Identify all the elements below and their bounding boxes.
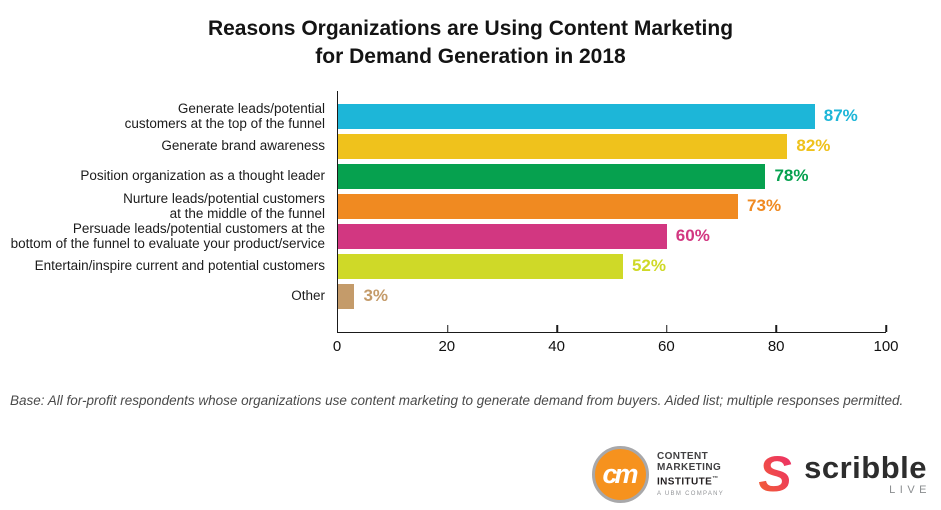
bar-row: Other 3% bbox=[0, 281, 941, 311]
cmi-text-line3: INSTITUTE™ bbox=[656, 475, 719, 487]
cmi-trademark: ™ bbox=[712, 475, 719, 482]
x-tick bbox=[666, 325, 668, 332]
cmi-logo: cm CONTENT MARKETING INSTITUTE™ A UBM CO… bbox=[591, 445, 724, 503]
x-axis-cell bbox=[337, 311, 887, 333]
scribblelive-logo: S scribble LIVE bbox=[748, 448, 927, 500]
value-label: 87% bbox=[823, 106, 858, 125]
value-label: 3% bbox=[363, 286, 389, 305]
category-label: Nurture leads/potential customers at the… bbox=[123, 190, 325, 222]
bar bbox=[338, 103, 815, 129]
bar-row: Persuade leads/potential customers at th… bbox=[0, 221, 941, 251]
bar-cell: 73% bbox=[337, 191, 886, 221]
scribble-logo-text: scribble LIVE bbox=[804, 449, 927, 496]
bar-row: Position organization as a thought leade… bbox=[0, 161, 941, 191]
value-label: 73% bbox=[747, 196, 782, 215]
chart-title-line2: for Demand Generation in 2018 bbox=[315, 45, 626, 68]
x-tick bbox=[446, 325, 449, 332]
base-footnote: Base: All for-profit respondents whose o… bbox=[10, 393, 904, 408]
bar-row: Nurture leads/potential customers at the… bbox=[0, 191, 941, 221]
plot-top-spacer bbox=[0, 91, 941, 101]
cmi-text-line1: CONTENT bbox=[656, 450, 709, 462]
x-tick-label: 0 bbox=[332, 338, 342, 355]
bar bbox=[338, 283, 355, 309]
category-label: Other bbox=[291, 288, 325, 304]
bar bbox=[338, 223, 667, 249]
x-tick-label: 80 bbox=[767, 338, 785, 355]
x-tick-label: 20 bbox=[438, 338, 456, 355]
cmi-tagline: A UBM COMPANY bbox=[656, 491, 725, 498]
x-axis-label-row: 0 20 40 60 80 100 bbox=[0, 333, 941, 359]
x-tick-label: 100 bbox=[873, 338, 899, 355]
x-tick bbox=[556, 325, 558, 332]
cmi-logo-circle: cm bbox=[591, 445, 649, 503]
category-label: Generate brand awareness bbox=[161, 138, 325, 154]
bar-row: Generate leads/potential customers at th… bbox=[0, 101, 941, 131]
bar-row: Generate brand awareness 82% bbox=[0, 131, 941, 161]
bar-cell: 60% bbox=[337, 221, 886, 251]
category-label: Entertain/inspire current and potential … bbox=[34, 258, 325, 274]
cmi-text-line2: MARKETING bbox=[656, 462, 722, 474]
bar bbox=[338, 253, 623, 279]
bar-cell: 87% bbox=[337, 101, 886, 131]
y-axis-spine-top bbox=[337, 91, 886, 101]
bar-cell: 82% bbox=[337, 131, 886, 161]
bar-rows: Generate leads/potential customers at th… bbox=[0, 101, 941, 311]
scribble-name: scribble bbox=[804, 449, 927, 485]
bar bbox=[338, 193, 739, 219]
bar-cell: 3% bbox=[337, 281, 886, 311]
value-label: 52% bbox=[631, 256, 666, 275]
category-label: Persuade leads/potential customers at th… bbox=[10, 220, 325, 252]
chart-title: Reasons Organizations are Using Content … bbox=[0, 0, 941, 71]
value-label: 78% bbox=[774, 166, 809, 185]
x-tick-label: 40 bbox=[548, 338, 565, 355]
x-tick-label: 60 bbox=[658, 338, 675, 355]
category-label: Position organization as a thought leade… bbox=[80, 168, 325, 184]
scribble-live-label: LIVE bbox=[889, 483, 931, 496]
svg-text:S: S bbox=[758, 448, 791, 500]
x-axis-labels: 0 20 40 60 80 100 bbox=[333, 333, 899, 359]
cmi-logo-text: CONTENT MARKETING INSTITUTE™ A UBM COMPA… bbox=[657, 451, 724, 498]
value-label: 60% bbox=[675, 226, 710, 245]
scribble-s-icon: S bbox=[758, 448, 791, 500]
bar bbox=[338, 163, 766, 189]
chart-title-line1: Reasons Organizations are Using Content … bbox=[207, 17, 734, 40]
bar-chart: Generate leads/potential customers at th… bbox=[0, 91, 941, 359]
cmi-monogram: cm bbox=[602, 458, 638, 489]
x-tick bbox=[885, 325, 887, 332]
bar-cell: 78% bbox=[337, 161, 886, 191]
x-tick bbox=[775, 325, 778, 332]
category-label: Generate leads/potential customers at th… bbox=[124, 100, 325, 132]
bar bbox=[338, 133, 788, 159]
logos-row: cm CONTENT MARKETING INSTITUTE™ A UBM CO… bbox=[0, 443, 941, 505]
value-label: 82% bbox=[796, 136, 831, 155]
bar-cell: 52% bbox=[337, 251, 886, 281]
bar-row: Entertain/inspire current and potential … bbox=[0, 251, 941, 281]
x-axis bbox=[0, 311, 941, 333]
